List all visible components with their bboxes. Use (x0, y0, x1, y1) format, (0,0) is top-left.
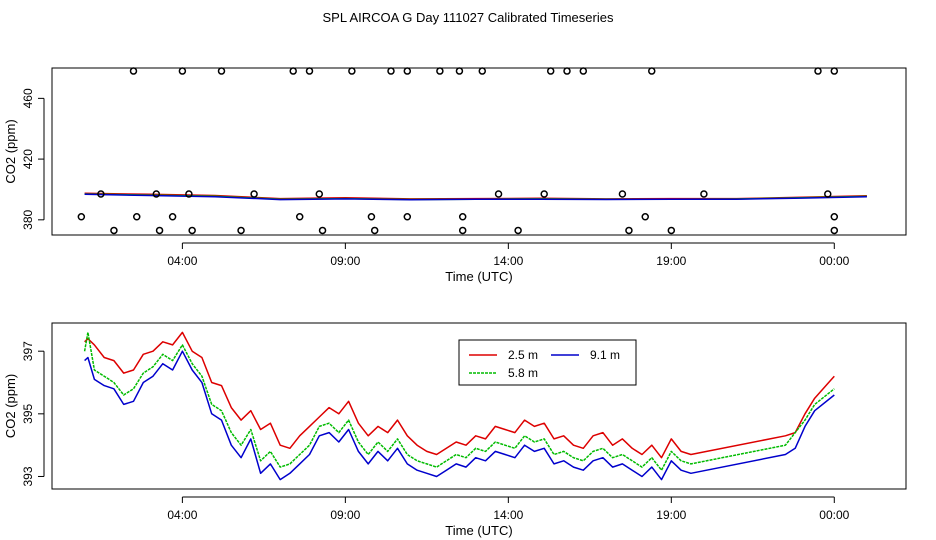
x-tick-label: 09:00 (330, 254, 360, 268)
top-panel-co2-outliers: 04:00 09:00 14:00 19:00 00:00 Time (UTC) 380 42… (3, 67, 907, 284)
outlier-point (367, 213, 376, 221)
x-axis-title: Time (UTC) (445, 523, 512, 538)
outlier-point (458, 226, 467, 235)
outlier-point (168, 213, 177, 221)
outlier-point (546, 67, 555, 75)
outlier-point (436, 67, 444, 75)
outlier-point (579, 67, 588, 75)
legend-label: 9.1 m (590, 348, 620, 362)
outlier-point (830, 213, 839, 221)
x-tick-label: 04:00 (167, 508, 197, 522)
outlier-point (295, 213, 304, 221)
outlier-point (237, 226, 245, 235)
outlier-point (625, 226, 633, 235)
legend-label: 2.5 m (508, 348, 538, 362)
outlier-point (494, 190, 503, 198)
outlier-point (563, 67, 571, 75)
outlier-point (250, 190, 258, 198)
outlier-point (814, 67, 822, 75)
outlier-point (129, 67, 138, 75)
x-tick-label: 14:00 (493, 508, 523, 522)
figure-title: SPL AIRCOA G Day 111027 Calibrated Times… (323, 10, 614, 25)
y-tick-label: 395 (21, 403, 35, 423)
y-tick-label: 397 (21, 341, 35, 361)
x-tick-label: 19:00 (656, 254, 686, 268)
outlier-point (152, 190, 161, 198)
outlier-point (315, 190, 324, 198)
outlier-point (403, 67, 412, 75)
outlier-point (387, 67, 395, 75)
outlier-point (830, 67, 839, 75)
outlier-point (348, 67, 356, 75)
outlier-point (217, 67, 226, 75)
outlier-point (514, 226, 522, 235)
outlier-point (178, 67, 187, 75)
x-tick-label: 09:00 (330, 508, 360, 522)
outlier-point (540, 190, 548, 198)
outlier-point (77, 213, 86, 221)
x-axis-title: Time (UTC) (445, 269, 512, 284)
outlier-point (618, 190, 627, 198)
x-tick-label: 14:00 (493, 254, 523, 268)
y-axis-title: CO2 (ppm) (3, 374, 18, 438)
outlier-point (403, 213, 412, 221)
outlier-point (110, 226, 118, 235)
x-tick-label: 04:00 (167, 254, 197, 268)
legend-box (458, 339, 637, 386)
outlier-point (648, 67, 656, 75)
plot-frame (51, 67, 907, 236)
outlier-point (824, 190, 832, 198)
x-tick-label: 00:00 (819, 508, 849, 522)
outlier-point (97, 190, 105, 198)
plot-frame (51, 322, 907, 490)
y-tick-label: 460 (21, 88, 35, 108)
y-tick-label: 380 (21, 209, 35, 229)
outlier-point (455, 67, 464, 75)
outlier-point (458, 213, 467, 221)
outlier-point (700, 190, 708, 198)
outlier-point (305, 67, 314, 75)
outlier-point (289, 67, 297, 75)
y-tick-label: 420 (21, 149, 35, 169)
series-line-9-1-m (84, 193, 867, 201)
outlier-point (155, 226, 164, 235)
outlier-point (132, 213, 141, 221)
series-line-2-5-m (84, 331, 835, 459)
outlier-point (830, 226, 839, 235)
outlier-point (667, 226, 676, 235)
x-tick-label: 00:00 (819, 254, 849, 268)
x-tick-label: 19:00 (656, 508, 686, 522)
y-axis-title: CO2 (ppm) (3, 119, 18, 183)
series-line-9-1-m (84, 350, 835, 481)
legend: 2.5 m 5.8 m 9.1 m (458, 339, 637, 386)
outlier-point (370, 226, 379, 235)
bottom-panel-co2-timeseries: 04:00 09:00 14:00 19:00 00:00 Time (UTC) 393 39… (3, 322, 907, 538)
y-tick-label: 393 (21, 466, 35, 486)
outlier-point (478, 67, 487, 75)
series-line-5-8-m (83, 331, 835, 471)
outlier-point (318, 226, 327, 235)
outlier-point (188, 226, 196, 235)
outlier-point (185, 190, 193, 198)
outlier-point (641, 213, 649, 221)
legend-label: 5.8 m (508, 366, 538, 380)
